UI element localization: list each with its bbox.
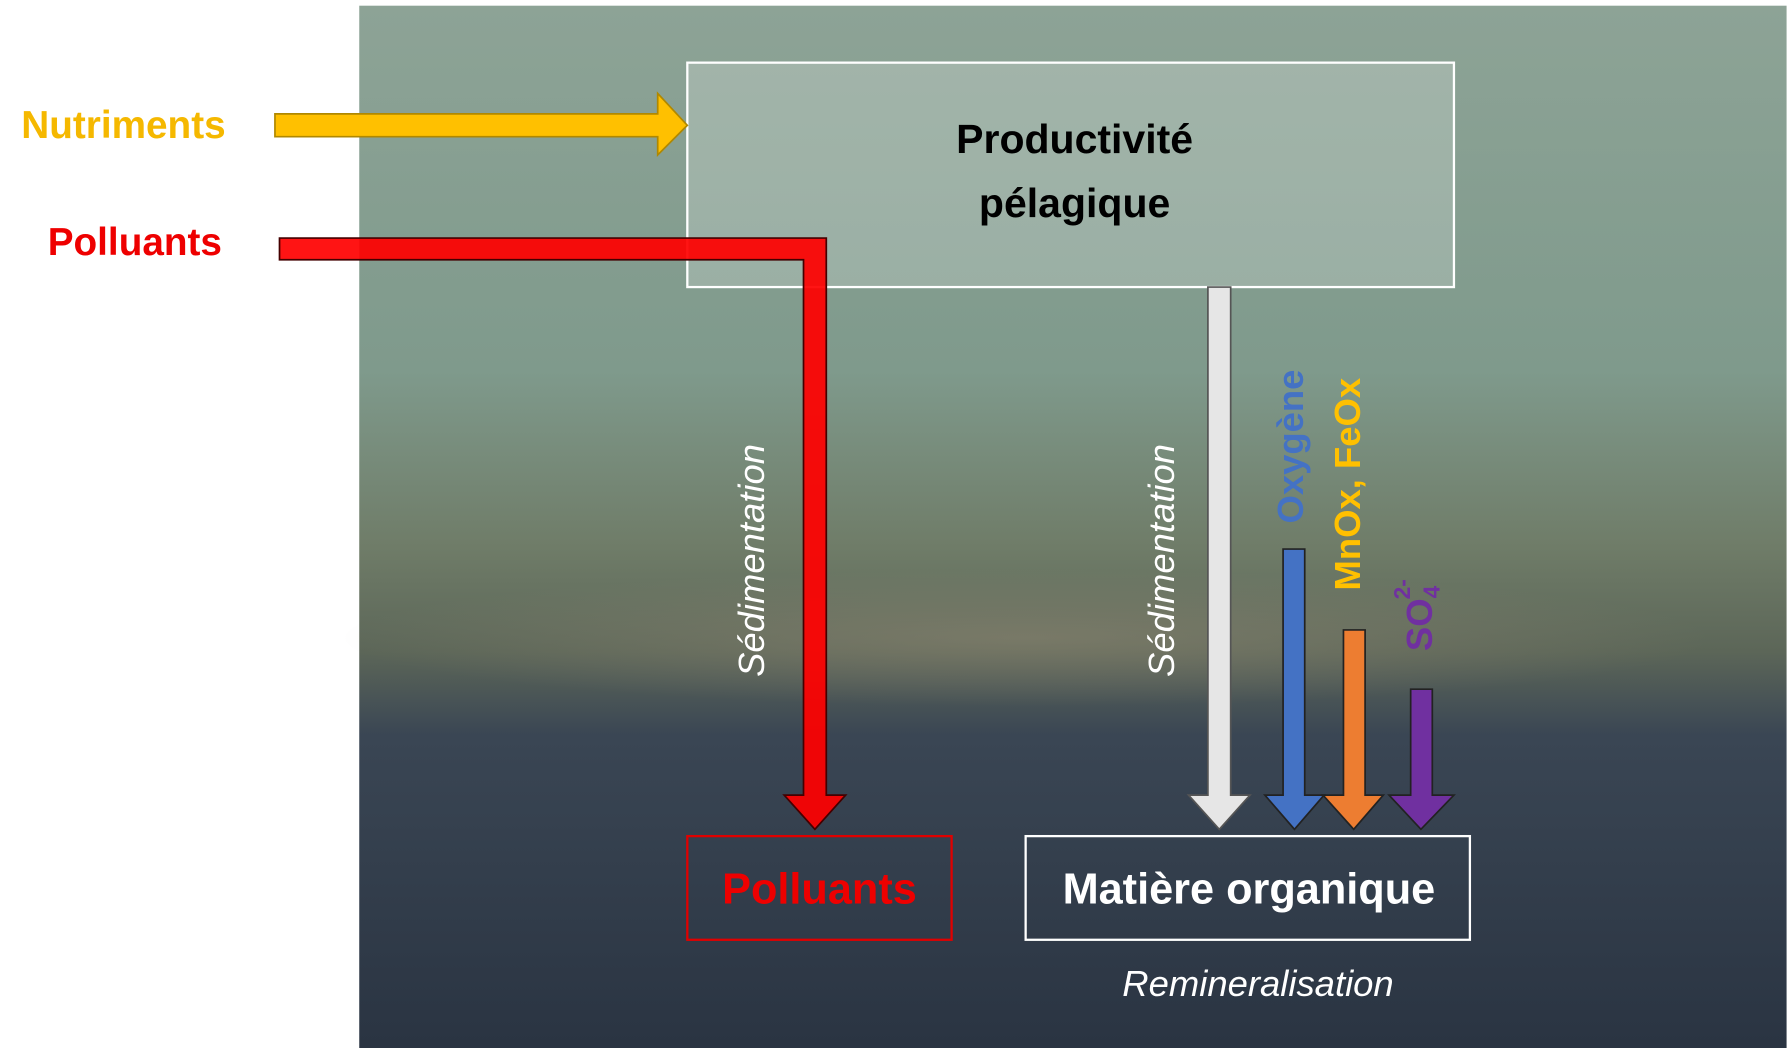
pollutants-input-label: Polluants [48, 221, 222, 264]
nutrients-label: Nutriments [21, 104, 225, 147]
sulfate-superscript: 2- [1389, 579, 1415, 599]
page: Productivité pélagique Nutriments Pollua… [0, 0, 1787, 1048]
sedimentation-label: Sédimentation [1141, 444, 1182, 677]
production-line1: Productivité [956, 116, 1193, 162]
metals-label: MnOx, FeOx [1327, 378, 1368, 591]
sulfate-subscript: 4 [1418, 585, 1444, 598]
organic-matter-label: Matière organique [1063, 865, 1436, 913]
diagram: Productivité pélagique Nutriments Pollua… [0, 0, 1787, 1048]
sulfate-formula: SO [1399, 598, 1440, 651]
sediment-texture [342, 570, 1709, 707]
caption: Remineralisation [1122, 963, 1393, 1004]
production-line2: pélagique [979, 180, 1170, 226]
sedimentation-label: Sédimentation [731, 444, 772, 677]
oxygen-label: Oxygène [1270, 370, 1311, 524]
pollutants-output-label: Polluants [722, 865, 917, 913]
